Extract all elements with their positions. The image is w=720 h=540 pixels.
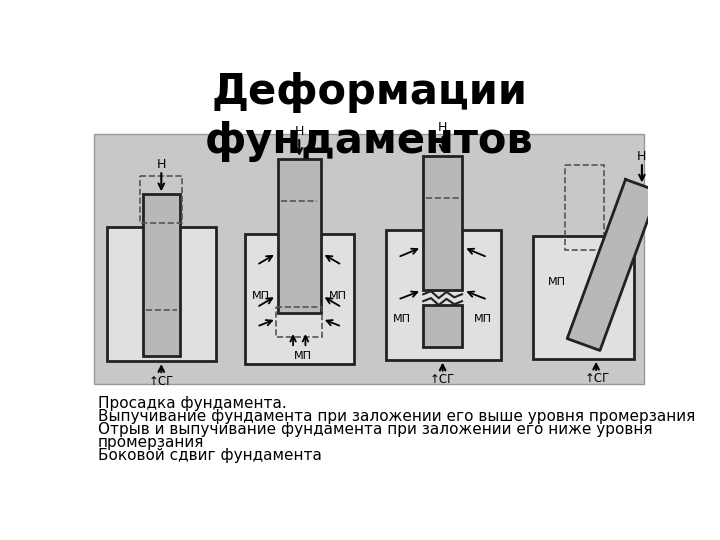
Bar [140,177,182,222]
Bar [107,226,215,361]
Text: промерзания: промерзания [98,435,204,450]
Bar [143,194,180,356]
Text: МП: МП [393,314,411,324]
Bar [534,236,634,359]
Bar [564,165,604,249]
Text: МП: МП [294,351,312,361]
Text: Н: Н [637,150,647,163]
Text: Выпучивание фундамента при заложении его выше уровня промерзания: Выпучивание фундамента при заложении его… [98,409,695,424]
Text: ↑СГ: ↑СГ [430,373,455,386]
Text: МП: МП [329,291,347,301]
Bar [245,234,354,363]
Text: МП: МП [549,277,567,287]
Bar [423,156,462,291]
Polygon shape [567,179,658,350]
Text: Отрыв и выпучивание фундамента при заложении его ниже уровня: Отрыв и выпучивание фундамента при залож… [98,422,652,437]
Text: Н: Н [438,122,447,134]
Bar [423,305,462,347]
Bar [276,307,322,338]
Text: ↑СГ: ↑СГ [585,373,611,386]
Text: Н: Н [294,125,304,138]
Text: Боковой сдвиг фундамента: Боковой сдвиг фундамента [98,448,322,463]
Text: ↑СГ: ↑СГ [148,375,174,388]
Text: Просадка фундамента.: Просадка фундамента. [98,396,287,411]
Bar [386,231,500,360]
Text: МП: МП [474,314,492,324]
Bar [94,134,644,384]
Text: Деформации
фундаментов: Деформации фундаментов [204,71,534,161]
Bar [278,159,320,313]
Text: МП: МП [251,291,269,301]
Text: Н: Н [157,158,166,171]
